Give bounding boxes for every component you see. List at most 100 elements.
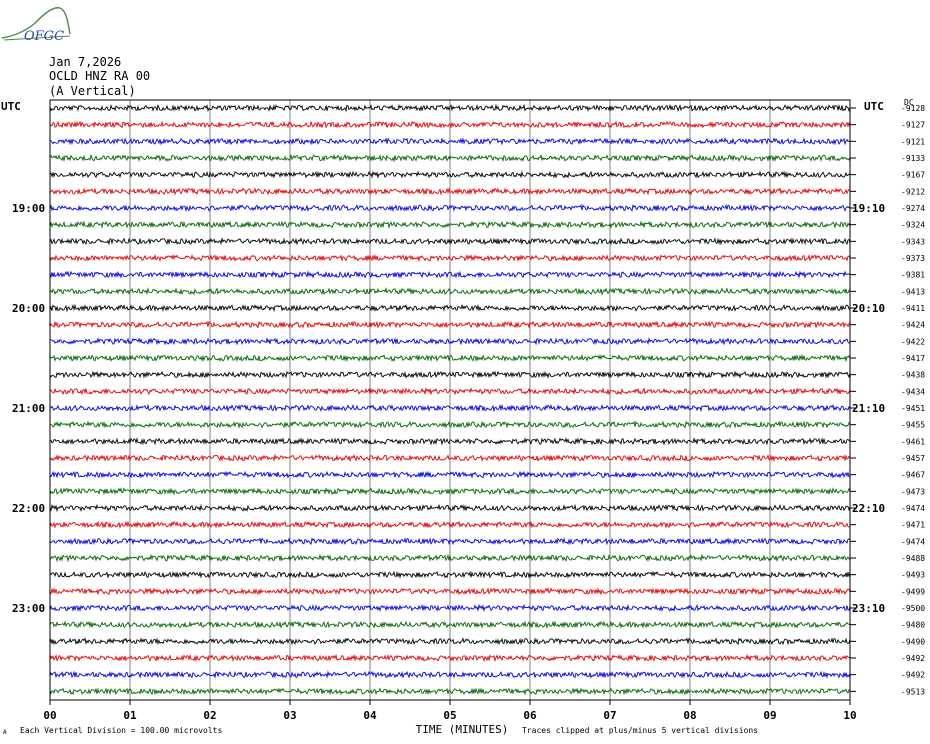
dc-offset-label: -9461 — [901, 437, 925, 446]
trace-line — [49, 687, 851, 696]
logo-text: OFGC — [24, 29, 64, 44]
dc-offset-label: -9488 — [901, 554, 925, 563]
dc-offset-label: -9212 — [901, 187, 925, 196]
dc-offset-label: -9381 — [901, 271, 925, 280]
trace-line — [49, 103, 851, 113]
dc-offset-label: -9324 — [901, 221, 925, 230]
dc-offset-labels: -9128 -9127 -9121 -9133 -9167 -9212 -9274 -9324… — [850, 104, 925, 696]
trace-line — [49, 320, 851, 329]
dc-offset-label: -9343 — [901, 237, 925, 246]
trace-line — [49, 570, 851, 579]
dc-offset-label: -9457 — [901, 454, 925, 463]
trace-line — [49, 520, 851, 530]
dc-offset-label: -9513 — [901, 687, 925, 696]
x-tick-label: 08 — [683, 709, 696, 722]
dc-offset-label: -9492 — [901, 654, 925, 663]
dc-offset-label: -9474 — [901, 504, 925, 513]
trace-line — [49, 187, 850, 196]
dc-offset-label: -9473 — [901, 487, 925, 496]
trace-line — [49, 537, 851, 546]
x-axis-label: TIME (MINUTES) — [416, 723, 509, 736]
right-hour-labels: 19:10 20:10 21:10 22:10 23:10 — [852, 202, 885, 615]
trace-line — [49, 220, 851, 229]
trace-line — [49, 203, 851, 213]
x-tick-label: 06 — [523, 709, 537, 722]
dc-offset-label: -9128 — [901, 104, 925, 113]
dc-offset-label: -9471 — [901, 521, 925, 530]
trace-line — [49, 153, 851, 163]
trace-line — [49, 270, 851, 279]
dc-offset-label: -9274 — [901, 204, 925, 213]
right-hour-label: 21:10 — [852, 402, 885, 415]
seismic-traces — [49, 103, 851, 696]
right-hour-label: 23:10 — [852, 602, 885, 615]
dc-offset-label: -9455 — [901, 421, 925, 430]
trace-line — [49, 420, 851, 429]
left-hour-label: 23:00 — [12, 602, 45, 615]
dc-offset-label: -9413 — [901, 287, 925, 296]
station-code: OCLD HNZ RA 00 — [49, 69, 151, 83]
trace-line — [49, 620, 851, 630]
dc-offset-label: -9424 — [901, 321, 925, 330]
dc-offset-label: -9167 — [901, 171, 925, 180]
trace-line — [49, 336, 851, 346]
trace-line — [49, 603, 851, 613]
trace-line — [49, 403, 851, 413]
dc-offset-label: -9373 — [901, 254, 925, 263]
trace-line — [49, 587, 851, 596]
dc-offset-label: -9499 — [901, 587, 925, 596]
left-hour-label: 22:00 — [12, 502, 45, 515]
right-hour-label: 19:10 — [852, 202, 885, 215]
x-tick-label: 10 — [843, 709, 856, 722]
dc-offset-label: -9500 — [901, 604, 925, 613]
trace-line — [49, 487, 851, 496]
x-tick-label: 02 — [203, 709, 216, 722]
minute-gridlines — [129, 100, 771, 700]
observatory-logo: OFGC — [1, 7, 71, 44]
dc-offset-label: -9492 — [901, 671, 925, 680]
trace-line — [49, 253, 851, 263]
dc-offset-label: -9422 — [901, 337, 925, 346]
x-tick-label: 00 — [43, 709, 56, 722]
trace-line — [49, 286, 851, 296]
component-label: (A Vertical) — [49, 84, 136, 98]
dc-offset-label: -9480 — [901, 621, 925, 630]
trace-line — [49, 470, 851, 479]
trace-line — [49, 653, 851, 663]
dc-offset-label: -9490 — [901, 637, 925, 646]
dc-offset-label: -9127 — [901, 121, 925, 130]
x-tick-label: 07 — [603, 709, 616, 722]
dc-offset-label: -9434 — [901, 387, 925, 396]
trace-line — [49, 120, 851, 129]
x-tick-label: 05 — [443, 709, 456, 722]
footer-mark: A — [3, 729, 7, 736]
trace-line — [49, 670, 851, 679]
x-tick-label: 03 — [283, 709, 296, 722]
footer-clip-note: Traces clipped at plus/minus 5 vertical … — [522, 726, 758, 735]
x-tick-label: 01 — [123, 709, 137, 722]
trace-line — [49, 453, 851, 463]
dc-offset-label: -9411 — [901, 304, 925, 313]
trace-line — [49, 503, 851, 513]
trace-line — [49, 137, 851, 146]
x-axis-ticks: 00 01 02 03 04 05 06 07 08 09 10 — [43, 700, 857, 722]
trace-line — [49, 370, 851, 379]
trace-line — [49, 553, 851, 563]
left-utc-label: UTC — [1, 100, 21, 113]
left-hour-label: 19:00 — [12, 202, 45, 215]
dc-offset-label: -9451 — [901, 404, 925, 413]
trace-line — [49, 437, 851, 446]
right-utc-label: UTC — [864, 100, 884, 113]
left-hour-label: 21:00 — [12, 402, 45, 415]
dc-offset-label: -9133 — [901, 154, 925, 163]
dc-offset-label: -9438 — [901, 371, 925, 380]
dc-label: DC — [904, 98, 914, 107]
dc-offset-label: -9121 — [901, 137, 925, 146]
dc-offset-label: -9467 — [901, 471, 925, 480]
trace-line — [49, 637, 851, 646]
x-tick-label: 04 — [363, 709, 377, 722]
dc-offset-label: -9417 — [901, 354, 925, 363]
right-hour-label: 22:10 — [852, 502, 885, 515]
left-hour-label: 20:00 — [12, 302, 45, 315]
